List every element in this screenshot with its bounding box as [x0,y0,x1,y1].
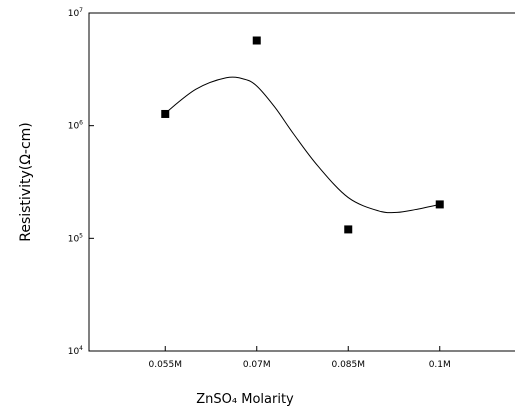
x-tick-label: 0.07M [243,360,271,370]
data-point [161,109,170,118]
y-tick-label: 105 [68,232,83,244]
y-tick-label: 104 [68,345,83,357]
y-tick-exponent: 7 [79,7,83,14]
data-point [344,225,353,234]
y-axis-title: Resistivity(Ω-cm) [18,122,34,242]
x-tick-label: 0.085M [331,360,365,370]
x-tick-label: 0.1M [429,360,451,370]
y-tick-label: 107 [68,7,83,19]
y-tick-exponent: 6 [79,120,83,127]
data-points [161,36,444,234]
x-tick-label: 0.055M [148,360,182,370]
x-axis-ticks: 0.055M 0.07M 0.085M 0.1M [148,346,451,370]
y-tick-label: 106 [68,120,83,132]
y-tick-exponent: 4 [79,345,83,352]
y-tick-base: 10 [68,9,80,19]
fit-curve [164,76,440,214]
y-tick-exponent: 5 [79,232,83,239]
y-tick-base: 10 [68,122,80,132]
data-point [252,36,261,45]
y-tick-base: 10 [68,347,80,357]
plot-frame [88,12,515,352]
y-tick-base: 10 [68,234,80,244]
data-point [435,200,444,209]
x-axis-title: ZnSO₄ Molarity [196,392,294,407]
